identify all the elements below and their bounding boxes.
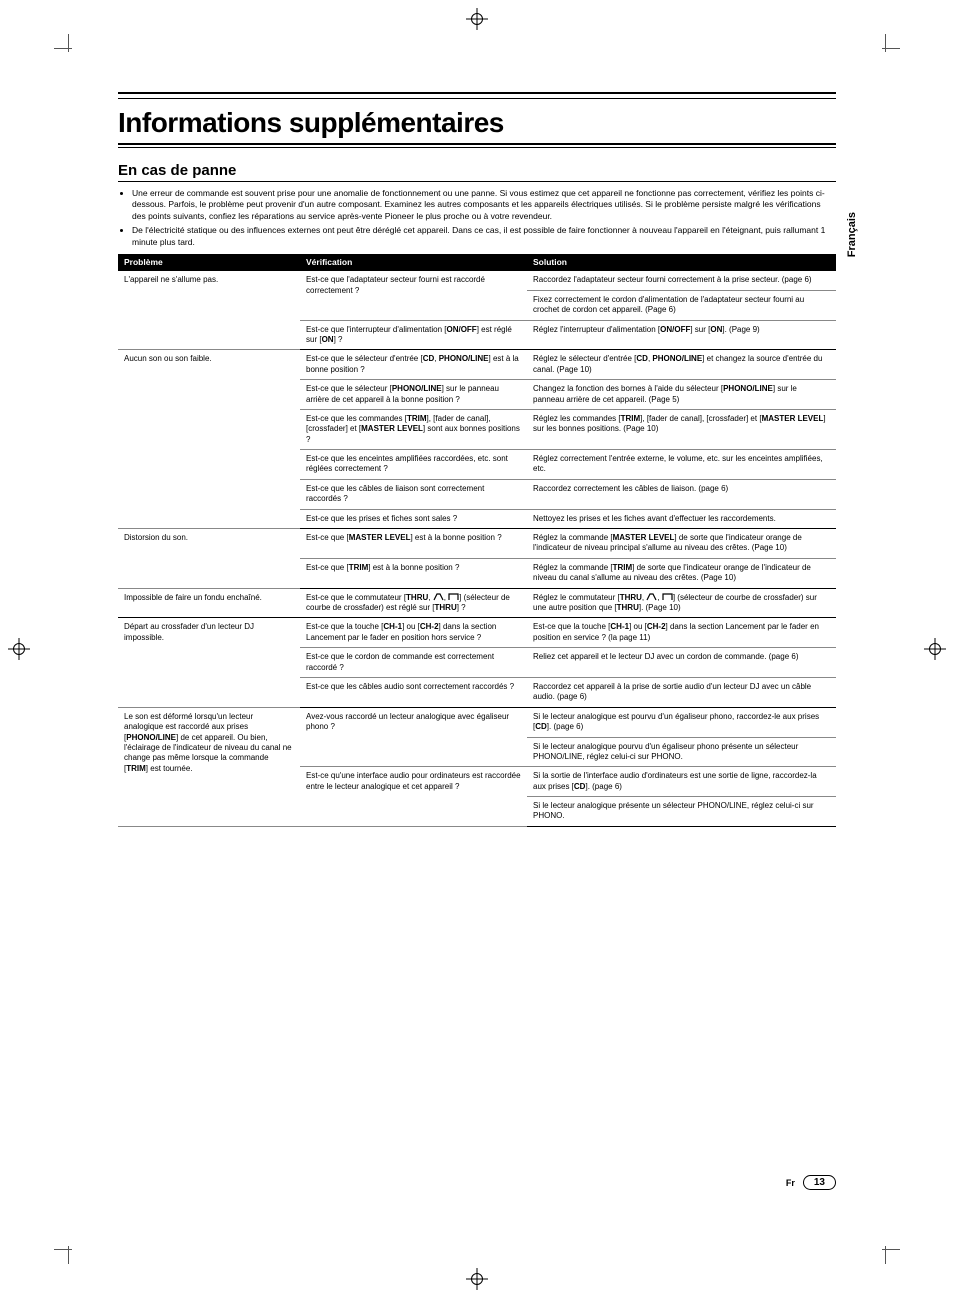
verif-cell: Avez-vous raccordé un lecteur analogique… (300, 707, 527, 767)
solution-cell: Raccordez cet appareil à la prise de sor… (527, 677, 836, 707)
solution-cell: Réglez la commande [MASTER LEVEL] de sor… (527, 529, 836, 559)
reg-top (466, 8, 488, 30)
solution-cell: Si le lecteur analogique est pourvu d'un… (527, 707, 836, 737)
crop-tl (54, 34, 82, 62)
solution-cell: Réglez correctement l'entrée externe, le… (527, 450, 836, 480)
verif-cell: Est-ce que les enceintes amplifiées racc… (300, 450, 527, 480)
verif-cell: Est-ce que les câbles de liaison sont co… (300, 479, 527, 509)
solution-cell: Fixez correctement le cordon d'alimentat… (527, 290, 836, 320)
verif-cell: Est-ce que le commutateur [THRU, , ] (sé… (300, 588, 527, 618)
problem-cell: Aucun son ou son faible. (118, 350, 300, 529)
verif-cell: Est-ce que les prises et fiches sont sal… (300, 509, 527, 528)
rule-top-thin (118, 98, 836, 99)
problem-cell: Distorsion du son. (118, 529, 300, 589)
section-underline (118, 181, 836, 182)
reg-right (924, 638, 946, 660)
col-verif: Vérification (300, 254, 527, 271)
col-problem: Problème (118, 254, 300, 271)
rule-top-thick (118, 92, 836, 96)
title-underline-thick (118, 143, 836, 145)
intro-bullets: Une erreur de commande est souvent prise… (118, 188, 836, 248)
problem-cell: L'appareil ne s'allume pas. (118, 271, 300, 349)
problem-cell: Impossible de faire un fondu enchaîné. (118, 588, 300, 618)
solution-cell: Réglez le commutateur [THRU, , ] (sélect… (527, 588, 836, 618)
problem-cell: Départ au crossfader d'un lecteur DJ imp… (118, 618, 300, 707)
verif-cell: Est-ce que le cordon de commande est cor… (300, 648, 527, 678)
page-title: Informations supplémentaires (118, 107, 836, 139)
solution-cell: Réglez les commandes [TRIM], [fader de c… (527, 409, 836, 449)
solution-cell: Est-ce que la touche [CH-1] ou [CH-2] da… (527, 618, 836, 648)
crop-bl (54, 1236, 82, 1264)
table-row: Impossible de faire un fondu enchaîné.Es… (118, 588, 836, 618)
table-row: Distorsion du son.Est-ce que [MASTER LEV… (118, 529, 836, 559)
verif-cell: Est-ce que l'adaptateur secteur fourni e… (300, 271, 527, 320)
intro-bullet: De l'électricité statique ou des influen… (132, 225, 836, 248)
language-side-label: Français (846, 212, 858, 257)
page-content: Informations supplémentaires En cas de p… (118, 92, 836, 827)
reg-bottom (466, 1268, 488, 1290)
footer-lang: Fr (786, 1178, 795, 1188)
solution-cell: Si la sortie de l'interface audio d'ordi… (527, 767, 836, 797)
table-row: Le son est déformé lorsqu'un lecteur ana… (118, 707, 836, 737)
table-header-row: Problème Vérification Solution (118, 254, 836, 271)
verif-cell: Est-ce qu'une interface audio pour ordin… (300, 767, 527, 827)
crop-tr (872, 34, 900, 62)
solution-cell: Réglez la commande [TRIM] de sorte que l… (527, 558, 836, 588)
solution-cell: Raccordez correctement les câbles de lia… (527, 479, 836, 509)
solution-cell: Reliez cet appareil et le lecteur DJ ave… (527, 648, 836, 678)
solution-cell: Raccordez l'adaptateur secteur fourni co… (527, 271, 836, 290)
solution-cell: Réglez l'interrupteur d'alimentation [ON… (527, 320, 836, 350)
title-underline-thin (118, 147, 836, 148)
solution-cell: Si le lecteur analogique pourvu d'un éga… (527, 737, 836, 767)
troubleshooting-table: Problème Vérification Solution L'apparei… (118, 254, 836, 827)
verif-cell: Est-ce que l'interrupteur d'alimentation… (300, 320, 527, 350)
col-solution: Solution (527, 254, 836, 271)
verif-cell: Est-ce que les commandes [TRIM], [fader … (300, 409, 527, 449)
reg-left (8, 638, 30, 660)
intro-bullet: Une erreur de commande est souvent prise… (132, 188, 836, 222)
solution-cell: Nettoyez les prises et les fiches avant … (527, 509, 836, 528)
verif-cell: Est-ce que la touche [CH-1] ou [CH-2] da… (300, 618, 527, 648)
section-heading: En cas de panne (118, 162, 836, 179)
verif-cell: Est-ce que le sélecteur d'entrée [CD, PH… (300, 350, 527, 380)
problem-cell: Le son est déformé lorsqu'un lecteur ana… (118, 707, 300, 826)
page-footer: Fr 13 (786, 1175, 836, 1190)
verif-cell: Est-ce que les câbles audio sont correct… (300, 677, 527, 707)
footer-page-number: 13 (803, 1175, 836, 1190)
table-row: L'appareil ne s'allume pas.Est-ce que l'… (118, 271, 836, 290)
verif-cell: Est-ce que le sélecteur [PHONO/LINE] sur… (300, 380, 527, 410)
solution-cell: Changez la fonction des bornes à l'aide … (527, 380, 836, 410)
table-row: Aucun son ou son faible.Est-ce que le sé… (118, 350, 836, 380)
table-row: Départ au crossfader d'un lecteur DJ imp… (118, 618, 836, 648)
verif-cell: Est-ce que [MASTER LEVEL] est à la bonne… (300, 529, 527, 559)
crop-br (872, 1236, 900, 1264)
verif-cell: Est-ce que [TRIM] est à la bonne positio… (300, 558, 527, 588)
solution-cell: Si le lecteur analogique présente un sél… (527, 797, 836, 827)
solution-cell: Réglez le sélecteur d'entrée [CD, PHONO/… (527, 350, 836, 380)
